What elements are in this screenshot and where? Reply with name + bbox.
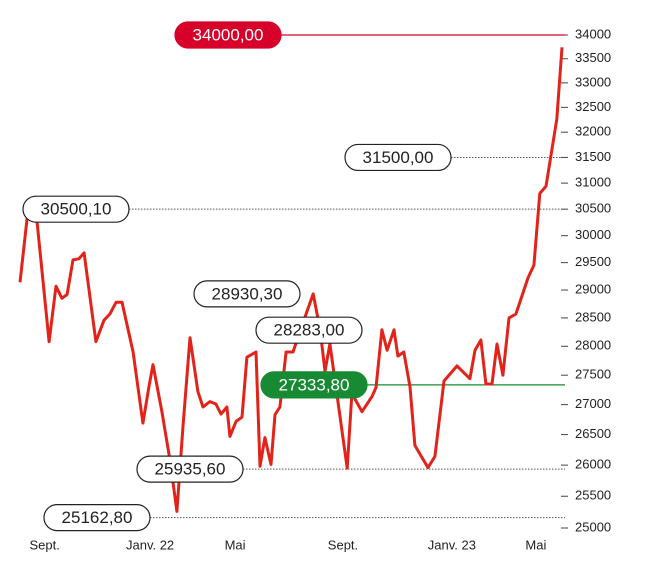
- y-tick-label: 26500: [575, 426, 611, 441]
- value-pill: [344, 143, 452, 172]
- y-tick-label: 27500: [575, 367, 611, 382]
- x-tick-label: Janv. 22: [126, 537, 174, 552]
- value-pill: [136, 455, 244, 483]
- data-line: [18, 47, 564, 513]
- pill-label: 34000,00: [193, 25, 264, 44]
- pill-label: 27333,80: [279, 375, 350, 394]
- y-tick-label: 33500: [575, 50, 611, 65]
- y-tick-label: 31000: [575, 175, 611, 190]
- y-tick-label: 27000: [575, 396, 611, 411]
- y-tick-label: 31500: [575, 149, 611, 164]
- x-tick-label: Sept.: [29, 537, 59, 552]
- x-tick-label: Mai: [525, 537, 546, 552]
- y-tick-label: 25000: [575, 519, 611, 534]
- y-tick-label: 29500: [575, 254, 611, 269]
- y-tick-label: 30000: [575, 227, 611, 242]
- pill-label: 31500,00: [363, 148, 434, 167]
- y-tick-label: 33000: [575, 74, 611, 89]
- y-tick-label: 32500: [575, 99, 611, 114]
- pill-label: 30500,10: [41, 200, 112, 219]
- pill-label: 28930,30: [212, 284, 283, 303]
- pill-label: 25935,60: [155, 460, 226, 479]
- value-pill: [255, 316, 363, 344]
- value-pill: [22, 195, 130, 223]
- x-tick-label: Sept.: [328, 537, 358, 552]
- x-tick-label: Mai: [225, 537, 246, 552]
- value-pill: [174, 21, 282, 49]
- value-pill: [260, 371, 368, 399]
- y-tick-label: 29000: [575, 281, 611, 296]
- y-tick-label: 25500: [575, 488, 611, 503]
- pill-label: 28283,00: [274, 321, 345, 340]
- y-tick-label: 30500: [575, 201, 611, 216]
- value-pill: [43, 503, 151, 532]
- x-tick-label: Janv. 23: [428, 537, 476, 552]
- y-tick-label: 32000: [575, 124, 611, 139]
- y-tick-label: 28500: [575, 309, 611, 324]
- pill-label: 25162,80: [62, 508, 133, 527]
- y-tick-label: 26000: [575, 457, 611, 472]
- value-pill: [193, 280, 301, 308]
- y-tick-label: 34000: [575, 26, 611, 41]
- y-tick-label: 28000: [575, 338, 611, 353]
